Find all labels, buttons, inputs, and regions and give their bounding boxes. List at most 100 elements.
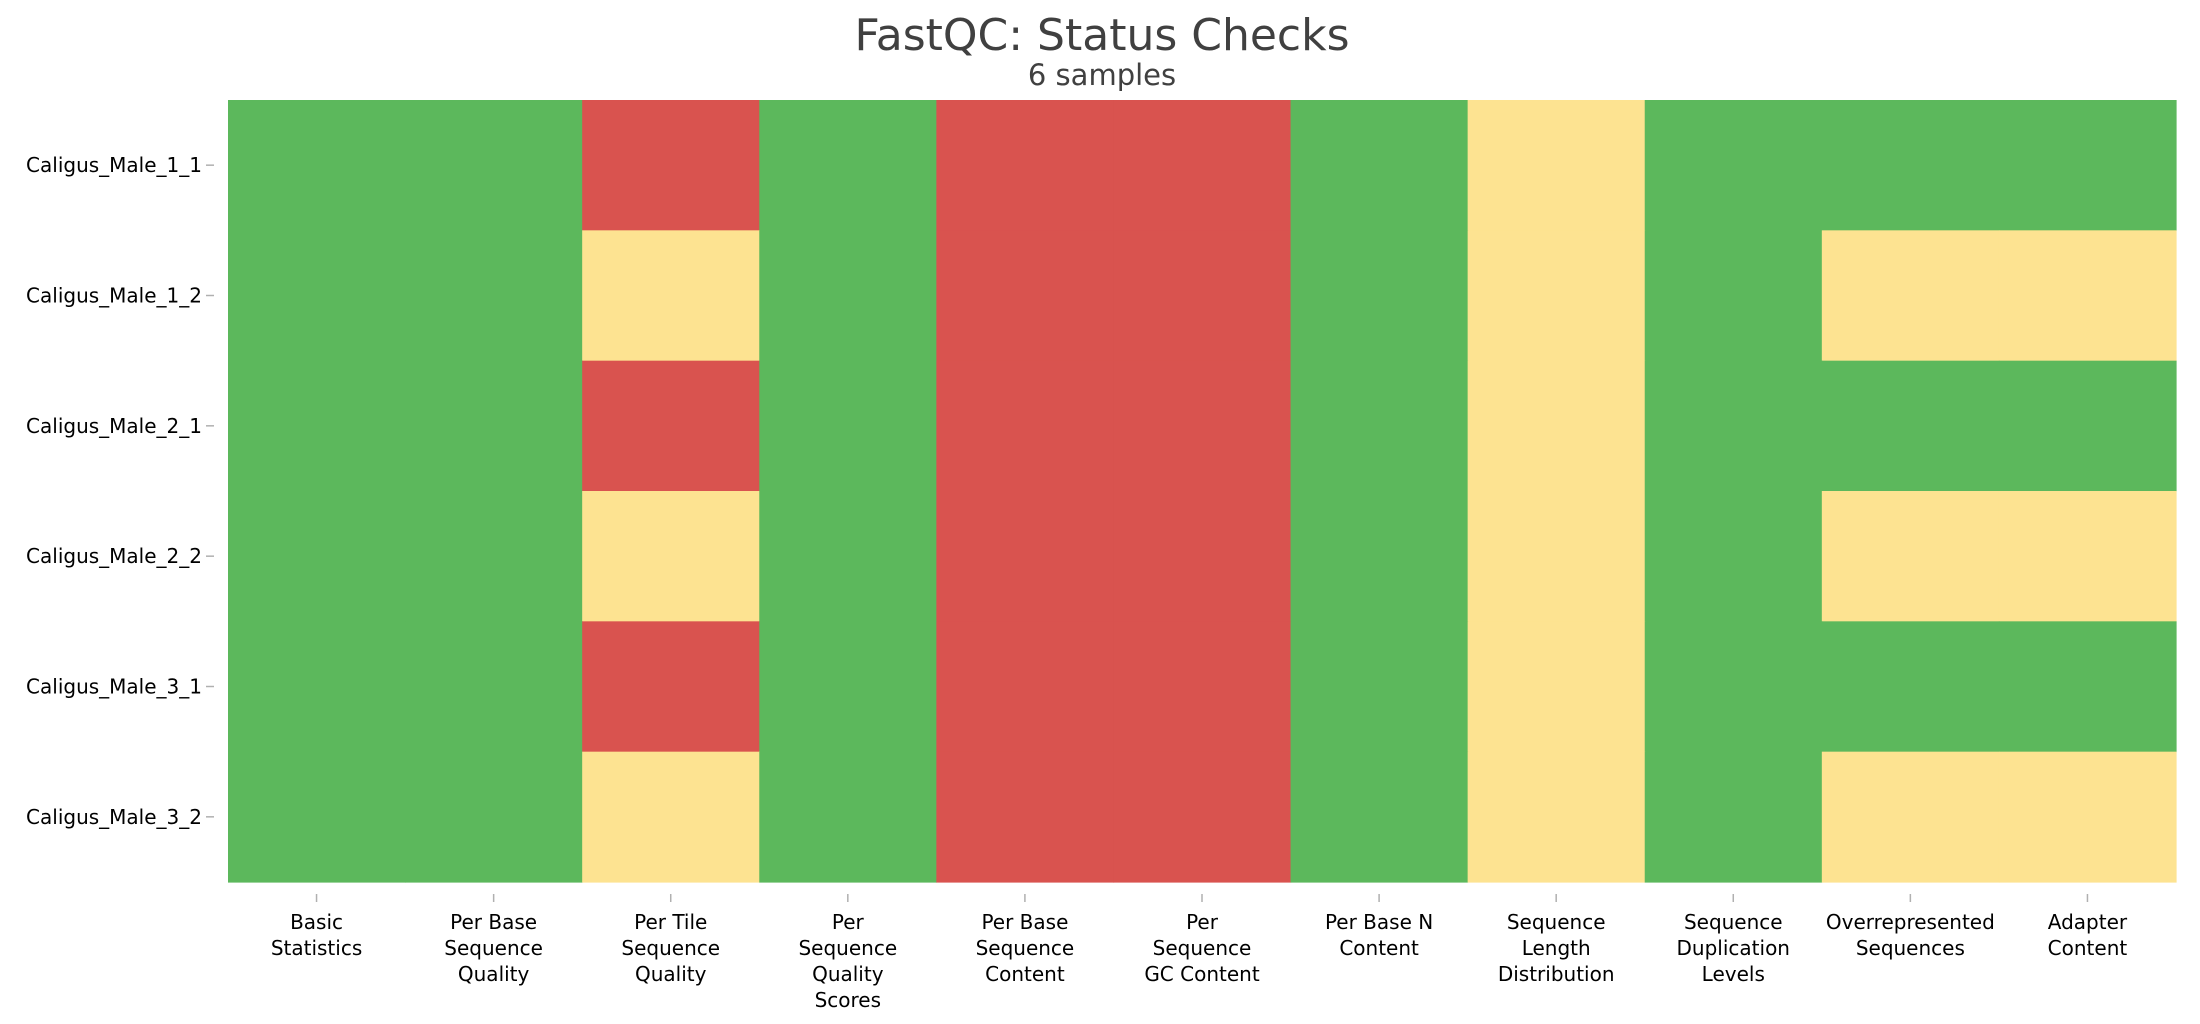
column-label-line: Adapter: [2048, 910, 2128, 934]
heatmap-cell: [1290, 751, 1469, 883]
chart-title: FastQC: Status Checks: [854, 10, 1349, 61]
heatmap-cell: [1998, 100, 2177, 231]
column-label-line: Sequence: [1684, 910, 1783, 934]
heatmap-cell: [1644, 360, 1823, 492]
heatmap-cell: [1467, 491, 1646, 622]
column-label-line: Sequence: [976, 936, 1075, 960]
column-label-line: Scores: [815, 988, 881, 1012]
column-label-line: Basic: [290, 910, 343, 934]
row-labels: Caligus_Male_1_1 Caligus_Male_1_2 Caligus_…: [26, 153, 214, 829]
heatmap-cell: [405, 360, 583, 492]
column-label: Per Tile Sequence Quality: [621, 910, 720, 986]
column-label-line: Sequence: [621, 936, 720, 960]
heatmap-cell: [228, 100, 406, 231]
heatmap-cell: [1821, 621, 2000, 753]
heatmap-cell: [1290, 230, 1469, 362]
heatmap-cell: [1113, 230, 1292, 362]
heatmap-cell: [1467, 360, 1646, 492]
heatmap-cell: [582, 621, 760, 753]
heatmap-cell: [1290, 100, 1469, 231]
heatmap-cell: [1113, 751, 1292, 883]
column-label-line: Duplication: [1677, 936, 1790, 960]
column-label-line: Distribution: [1498, 962, 1615, 986]
heatmap-cell: [1644, 100, 1823, 231]
column-label: Per Base N Content: [1325, 910, 1433, 960]
heatmap-cell: [759, 360, 937, 492]
column-label-line: Content: [1339, 936, 1419, 960]
heatmap-cell: [936, 621, 1115, 753]
heatmap-cell: [228, 621, 406, 753]
column-label-line: Per Base N: [1325, 910, 1433, 934]
heatmap-cell: [1821, 360, 2000, 492]
heatmap-cell: [405, 100, 583, 231]
row-label: Caligus_Male_3_1: [26, 675, 202, 699]
column-label-line: Sequence: [444, 936, 543, 960]
column-label: Adapter Content: [2048, 910, 2128, 960]
heatmap-cell: [1467, 100, 1646, 231]
row-label: Caligus_Male_2_1: [26, 414, 202, 438]
heatmap-cell: [1998, 751, 2177, 883]
column-label-line: Levels: [1702, 962, 1765, 986]
heatmap-cell: [1998, 230, 2177, 362]
heatmap-cell: [582, 360, 760, 492]
column-label-line: Per: [1186, 910, 1219, 934]
column-label-line: Per Base: [450, 910, 537, 934]
heatmap-cell: [582, 491, 760, 622]
column-label-line: Per Tile: [634, 910, 707, 934]
column-label-line: Quality: [635, 962, 707, 986]
row-label: Caligus_Male_3_2: [26, 805, 202, 829]
heatmap-cell: [1644, 230, 1823, 362]
heatmap-cell: [1821, 230, 2000, 362]
heatmap-cell: [582, 751, 760, 883]
column-label-line: Content: [2048, 936, 2128, 960]
heatmap-cell: [759, 621, 937, 753]
heatmap-cell: [1644, 491, 1823, 622]
heatmap-cell: [582, 100, 760, 231]
heatmap-cell: [228, 360, 406, 492]
column-label-line: Quality: [458, 962, 530, 986]
column-label: Per Base Sequence Quality: [444, 910, 543, 986]
column-label: Sequence Duplication Levels: [1677, 910, 1790, 986]
heatmap-cell: [1113, 491, 1292, 622]
heatmap-cell: [228, 751, 406, 883]
column-label: Basic Statistics: [271, 910, 362, 960]
heatmap-cell: [228, 230, 406, 362]
column-label-line: Content: [985, 962, 1065, 986]
heatmap-cell: [1821, 751, 2000, 883]
heatmap-cell: [1113, 360, 1292, 492]
heatmap-cell: [936, 230, 1115, 362]
heatmap-cell: [936, 100, 1115, 231]
row-label: Caligus_Male_1_2: [26, 284, 202, 308]
heatmap-cell: [1821, 491, 2000, 622]
heatmap-cell: [405, 491, 583, 622]
heatmap-cell: [1644, 751, 1823, 883]
column-label-line: Quality: [812, 962, 884, 986]
heatmap-cell: [1998, 491, 2177, 622]
heatmap-cells: [228, 100, 2177, 883]
heatmap-cell: [582, 230, 760, 362]
column-label: Overrepresented Sequences: [1826, 910, 1995, 960]
column-label-line: Length: [1522, 936, 1591, 960]
column-label-line: Sequence: [1507, 910, 1606, 934]
heatmap-cell: [405, 230, 583, 362]
row-label: Caligus_Male_2_2: [26, 544, 202, 568]
column-label-line: Statistics: [271, 936, 362, 960]
heatmap-cell: [936, 491, 1115, 622]
heatmap-cell: [1467, 230, 1646, 362]
heatmap-cell: [759, 230, 937, 362]
heatmap-cell: [936, 360, 1115, 492]
heatmap-cell: [1644, 621, 1823, 753]
heatmap-cell: [228, 491, 406, 622]
column-label-line: Sequence: [1153, 936, 1252, 960]
heatmap-cell: [936, 751, 1115, 883]
heatmap-cell: [759, 491, 937, 622]
column-label: Sequence Length Distribution: [1498, 910, 1615, 986]
column-label-line: Per: [832, 910, 865, 934]
column-label-line: Sequences: [1856, 936, 1965, 960]
heatmap-cell: [1467, 751, 1646, 883]
chart-subtitle: 6 samples: [1028, 58, 1176, 92]
column-label: Per Sequence Quality Scores: [798, 910, 897, 1012]
heatmap-cell: [1113, 100, 1292, 231]
column-label-line: GC Content: [1144, 962, 1260, 986]
column-label: Per Sequence GC Content: [1144, 910, 1260, 986]
